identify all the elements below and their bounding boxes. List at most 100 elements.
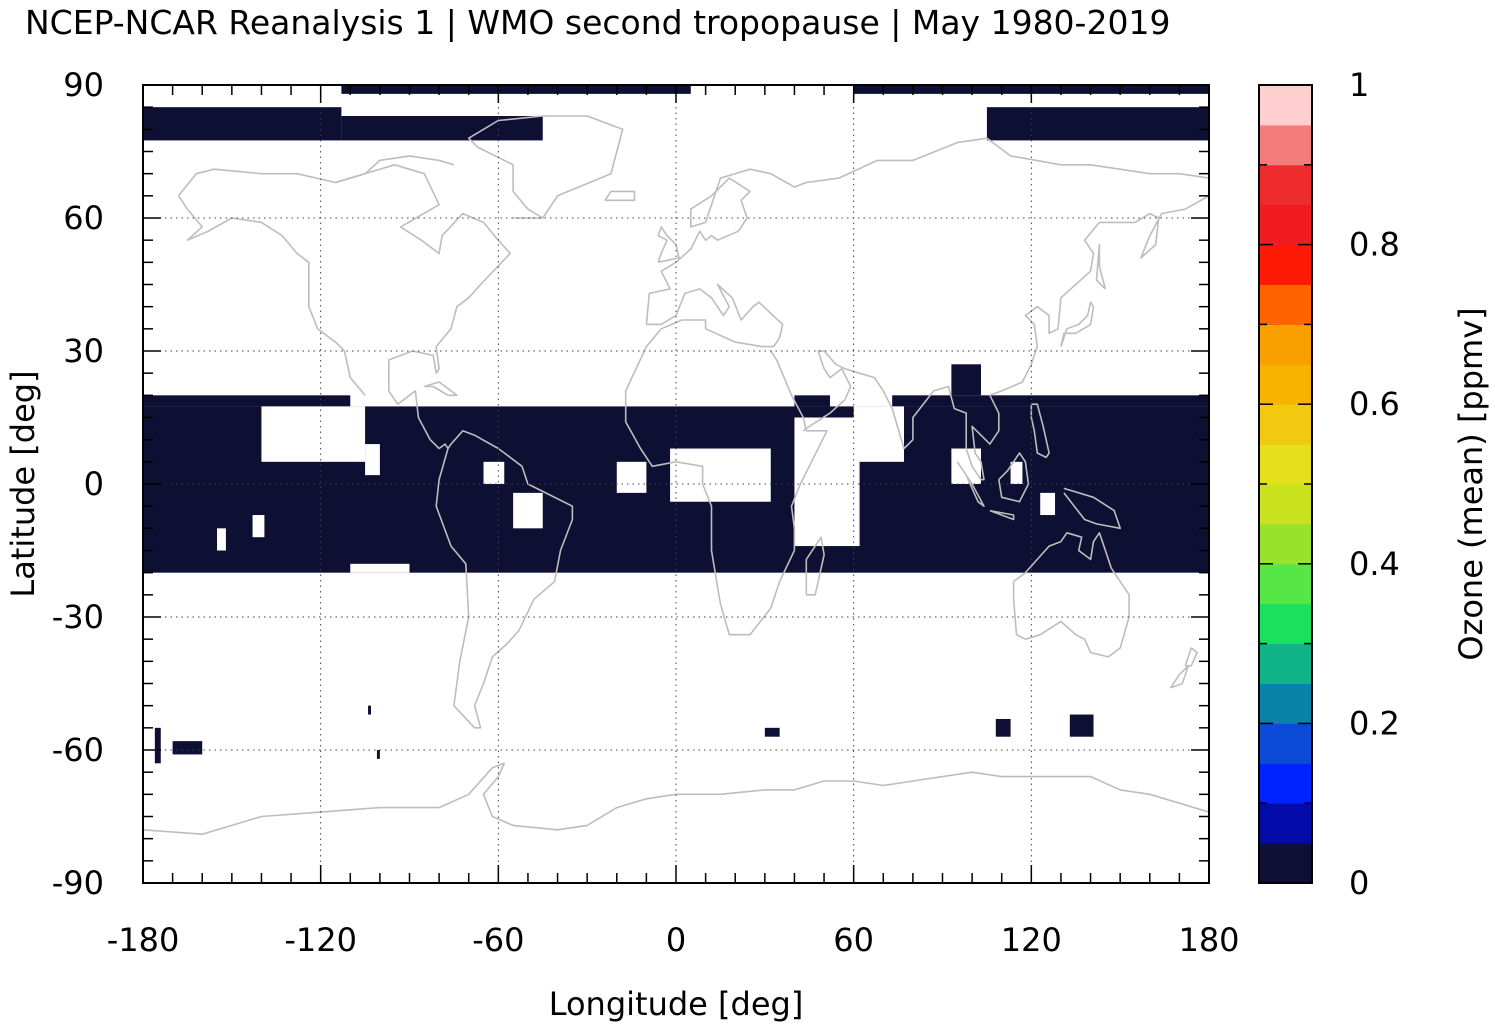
colorbar-swatch xyxy=(1259,164,1312,206)
x-tick-label: -60 xyxy=(472,921,524,959)
coastline-path xyxy=(1060,301,1095,347)
coastline-path xyxy=(1063,487,1121,530)
y-axis-tick-labels: -90 -60 -30 0 30 60 90 xyxy=(52,66,104,902)
grid-lines xyxy=(143,85,1209,883)
x-tick-label: -120 xyxy=(284,921,357,959)
colorbar-tick-label: 0.6 xyxy=(1349,385,1400,423)
coastline-path xyxy=(989,509,1015,521)
colorbar-swatch xyxy=(1259,244,1312,285)
coastline-path xyxy=(1012,532,1130,658)
coastline-path xyxy=(624,283,828,636)
coastline-path xyxy=(1095,243,1107,290)
colorbar-swatch xyxy=(1259,563,1312,605)
missing-cell-region xyxy=(616,461,647,493)
plot-frame xyxy=(142,84,1210,884)
coastline-path xyxy=(604,190,636,202)
coastline-path xyxy=(956,461,985,507)
y-tick-label: -60 xyxy=(52,731,104,769)
colorbar-swatch xyxy=(1259,763,1312,804)
ozone-cell-region xyxy=(951,364,981,396)
missing-cell-region xyxy=(513,492,543,529)
missing-cell-region xyxy=(670,448,771,502)
coastlines xyxy=(143,115,1209,835)
missing-cell-region xyxy=(483,461,505,484)
coastline-path xyxy=(657,226,680,264)
missing-cell-region xyxy=(1010,461,1023,484)
coastline-path xyxy=(802,195,1209,481)
colorbar-swatch xyxy=(1259,484,1312,525)
coastline-path xyxy=(805,536,825,596)
ozone-cell-region xyxy=(341,85,691,94)
colorbar-swatch xyxy=(1259,683,1312,724)
y-tick-label: 60 xyxy=(63,199,104,237)
coastline-path xyxy=(1184,647,1198,667)
x-tick-label: 0 xyxy=(666,921,686,959)
coastline-path xyxy=(1169,665,1190,689)
colorbar-tick-labels: 0 0.2 0.4 0.6 0.8 1 xyxy=(1349,66,1400,902)
missing-cell-region xyxy=(350,563,410,573)
colorbar-tick-label: 0.8 xyxy=(1349,226,1400,264)
coastline-path xyxy=(143,762,1209,835)
colorbar-swatch xyxy=(1259,85,1312,126)
ozone-cell-region xyxy=(143,395,351,407)
missing-cell-region xyxy=(261,406,366,462)
y-tick-label: -30 xyxy=(52,598,104,636)
colorbar-tick-label: 1 xyxy=(1349,66,1369,104)
colorbar-swatch xyxy=(1259,843,1312,884)
coastline-path xyxy=(467,115,624,219)
x-tick-label: 180 xyxy=(1178,921,1239,959)
ozone-cell-region xyxy=(154,727,161,764)
colorbar-swatch xyxy=(1259,284,1312,325)
ozone-cell-region xyxy=(794,395,830,407)
colorbar xyxy=(1258,84,1313,884)
ozone-cell-region xyxy=(143,107,342,141)
colorbar-swatch xyxy=(1259,124,1312,166)
colorbar-swatch xyxy=(1259,723,1312,764)
x-tick-label: -180 xyxy=(107,921,180,959)
ozone-cell-region xyxy=(892,395,1209,407)
x-tick-label: 120 xyxy=(1001,921,1062,959)
ozone-cell-region xyxy=(376,750,380,759)
missing-cell-region xyxy=(1040,492,1056,516)
coastline-path xyxy=(335,155,455,184)
y-tick-label: -90 xyxy=(52,864,104,902)
coastline-path xyxy=(1030,403,1050,459)
coastline-path xyxy=(424,381,458,397)
missing-cell-region xyxy=(794,417,860,547)
colorbar-swatch xyxy=(1259,204,1312,246)
colorbar-tick-label: 0 xyxy=(1349,864,1369,902)
ozone-cell-region xyxy=(995,718,1011,737)
missing-cell-region xyxy=(252,515,265,538)
colorbar-swatch xyxy=(1259,444,1312,485)
colorbar-swatch xyxy=(1259,364,1312,405)
coastline-path xyxy=(645,137,1209,325)
colorbar-swatch xyxy=(1259,523,1312,565)
y-tick-label: 90 xyxy=(63,66,104,104)
ozone-cell-region xyxy=(1069,714,1094,737)
colorbar-swatch xyxy=(1259,404,1312,445)
ozone-cell-region xyxy=(172,741,203,755)
colorbar-swatch xyxy=(1259,324,1312,365)
missing-cell-region xyxy=(217,528,226,551)
missing-cell-region xyxy=(853,406,905,462)
coastline-path xyxy=(998,452,1030,503)
ozone-cell-region xyxy=(368,705,372,715)
ozone-cells xyxy=(143,85,1209,764)
minor-ticks xyxy=(142,84,1210,884)
ozone-cell-region xyxy=(986,107,1209,141)
y-tick-label: 0 xyxy=(84,465,104,503)
x-axis-tick-labels: -180 -120 -60 0 60 120 180 xyxy=(107,921,1240,959)
y-tick-label: 30 xyxy=(63,332,104,370)
colorbar-tick-label: 0.2 xyxy=(1349,704,1400,742)
colorbar-swatch xyxy=(1259,803,1312,844)
coastline-path xyxy=(177,195,366,396)
x-axis-title: Longitude [deg] xyxy=(549,985,804,1023)
colorbar-swatch xyxy=(1259,603,1312,645)
coastline-path xyxy=(177,164,574,729)
colorbar-swatch xyxy=(1259,643,1312,684)
ozone-cell-region xyxy=(764,727,780,737)
colorbar-title: Ozone (mean) [ppmv] xyxy=(1452,307,1490,660)
chart-title: NCEP-NCAR Reanalysis 1 | WMO second trop… xyxy=(25,3,1170,42)
missing-cell-region xyxy=(365,444,380,476)
x-tick-label: 60 xyxy=(833,921,874,959)
